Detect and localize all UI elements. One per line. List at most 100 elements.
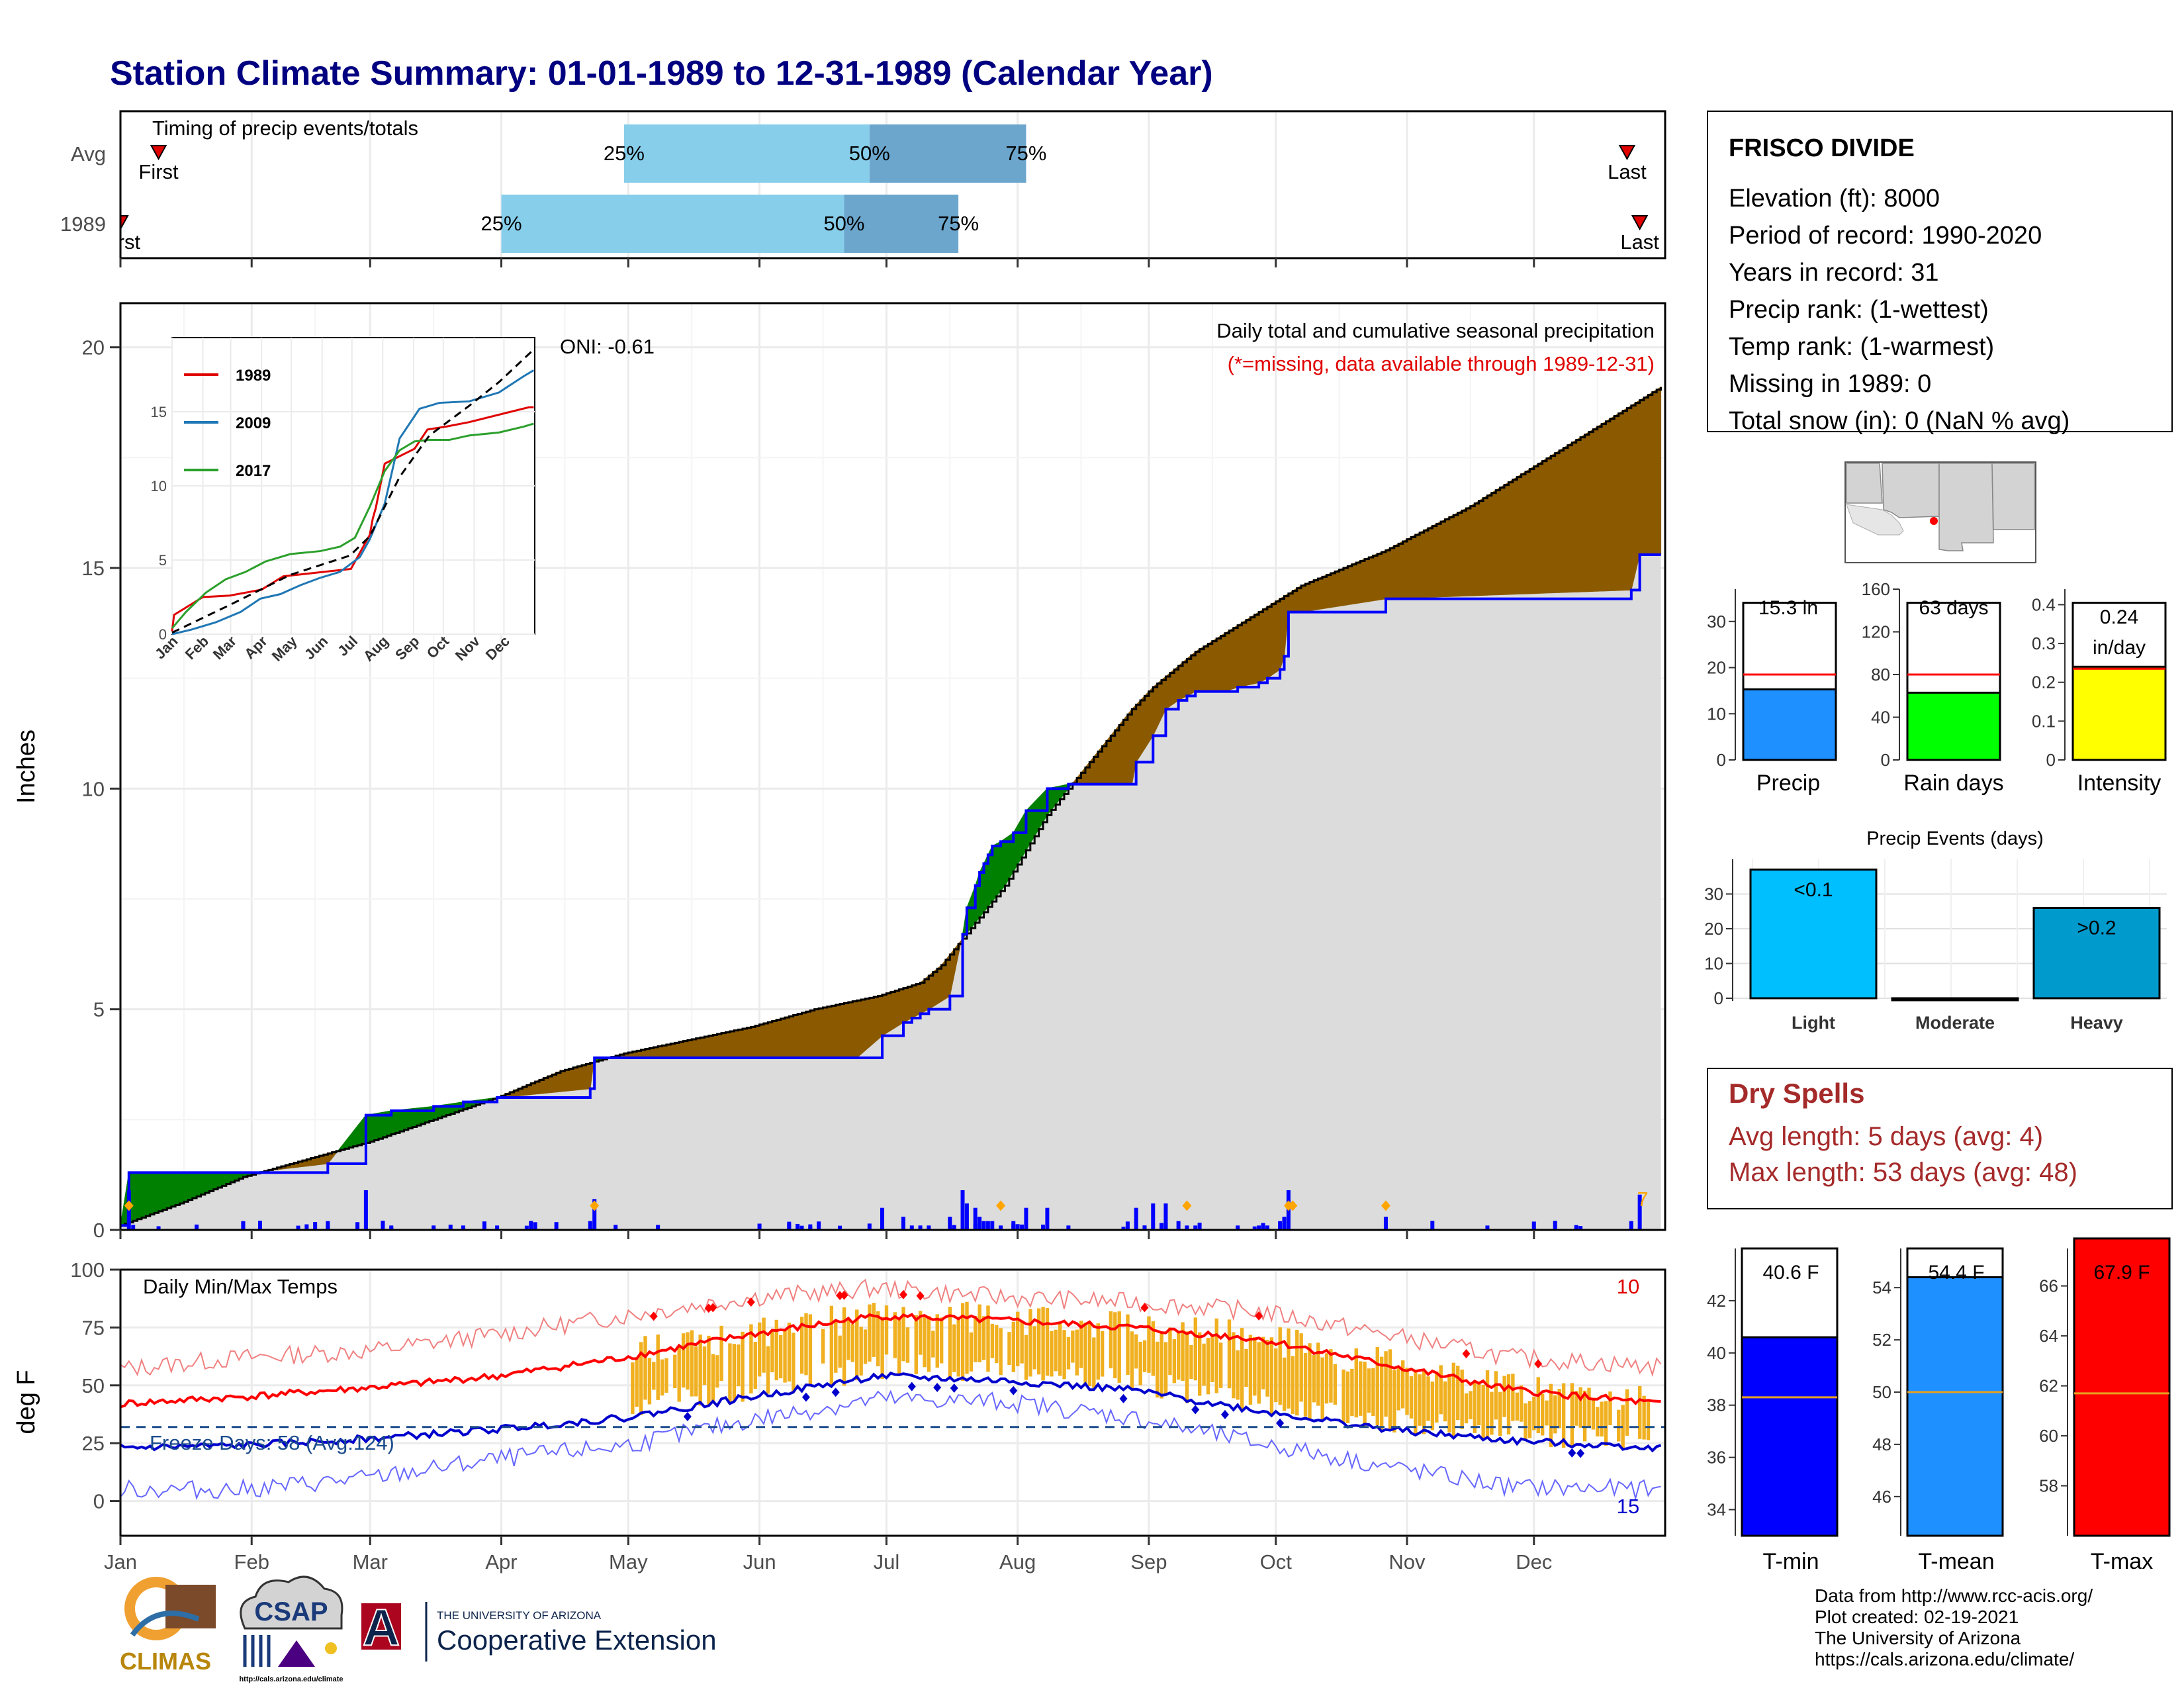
daily-precip-bar-small	[1261, 1223, 1265, 1230]
precip-observed-fill	[120, 555, 1661, 1230]
precip-anomaly-area	[1546, 455, 1551, 594]
daily-temp-bar	[1506, 1374, 1511, 1434]
daily-precip-bar	[588, 1221, 592, 1230]
daily-temp-bar	[1054, 1329, 1058, 1372]
precip-anomaly-area	[1207, 640, 1213, 692]
precip-anomaly-area	[183, 1172, 189, 1203]
timing-q25-label: 25%	[480, 212, 522, 235]
precip-y-tick-label: 15	[82, 557, 105, 580]
precip-anomaly-area	[886, 991, 891, 1034]
daily-temp-bar	[923, 1315, 927, 1368]
daily-temp-bar	[1066, 1336, 1071, 1370]
daily-temp-bar	[1172, 1339, 1177, 1383]
precip-anomaly-area	[196, 1172, 201, 1197]
precip-anomaly-area	[1584, 431, 1590, 592]
daily-temp-bar	[1248, 1335, 1253, 1405]
daily-temp-bar	[1037, 1308, 1041, 1375]
precip-anomaly-area	[1504, 481, 1509, 595]
daily-precip-bar	[981, 1221, 986, 1230]
ua-logo-letter: A	[363, 1598, 400, 1656]
daily-precip-bar-small	[524, 1225, 529, 1230]
precip-anomaly-area	[569, 1067, 574, 1092]
daily-precip-bar	[973, 1207, 978, 1230]
daily-temp-bar	[664, 1358, 668, 1393]
daily-temp-bar	[1295, 1329, 1299, 1416]
record-low-marker	[831, 1387, 840, 1397]
temp-bar-y-tick-label: 64	[2039, 1326, 2058, 1346]
record-high-marker	[1140, 1303, 1149, 1313]
station-info-line: Precip rank: (1-wettest)	[1729, 296, 1989, 324]
daily-temp-bar	[792, 1333, 796, 1391]
precip-anomaly-area	[754, 1024, 760, 1058]
daily-precip-bar	[990, 1221, 995, 1230]
precip-anomaly-area	[1258, 608, 1264, 684]
precip-anomaly-area	[742, 1027, 747, 1058]
daily-temp-bar	[1130, 1331, 1134, 1389]
daily-temp-bar	[948, 1307, 952, 1380]
daily-temp-bar	[1163, 1342, 1168, 1395]
daily-temp-bar	[838, 1335, 842, 1368]
daily-precip-bar-small	[241, 1221, 246, 1230]
precip-anomaly-area	[1500, 484, 1505, 595]
daily-temp-bar	[1045, 1308, 1050, 1376]
daily-temp-bar	[719, 1325, 723, 1382]
precip-anomaly-area	[831, 1004, 837, 1058]
precip-anomaly-area	[1605, 418, 1611, 592]
temp-bar-y-tick-label: 52	[1872, 1330, 1891, 1350]
daily-temp-bar	[1363, 1362, 1367, 1428]
daily-precip-bar-small	[1252, 1226, 1257, 1230]
daily-precip-bar	[1163, 1203, 1168, 1230]
daily-precip-bar-small	[1531, 1221, 1536, 1230]
timing-frame	[119, 110, 1666, 259]
precip-anomaly-area	[890, 990, 895, 1031]
events-y-tick-label: 30	[1704, 884, 1723, 904]
daily-temp-bar	[783, 1329, 787, 1383]
daily-temp-bar	[1274, 1348, 1278, 1403]
precip-anomaly-area	[1482, 494, 1488, 596]
daily-temp-bar	[918, 1311, 923, 1355]
extreme-precip-marker	[1381, 1200, 1390, 1211]
precip-anomaly-area	[1537, 460, 1543, 594]
daily-temp-bar	[1409, 1376, 1414, 1419]
precip-missing-note: (*=missing, data available through 1989-…	[1228, 352, 1655, 375]
temp-average-line-1	[120, 1372, 1662, 1453]
precip-anomaly-area	[852, 1000, 858, 1058]
events-category-label: Moderate	[1915, 1013, 1995, 1033]
month-label: Dec	[1516, 1550, 1552, 1573]
intensity-label-unit: in/day	[2093, 637, 2146, 659]
csap-logo: CSAP http://cals.arizona.edu/climate	[239, 1575, 343, 1683]
precip-anomaly-area	[899, 987, 904, 1026]
precip-legend-title: Daily total and cumulative seasonal prec…	[1216, 319, 1655, 342]
daily-temp-bar	[1007, 1332, 1011, 1366]
timing-bar-q50-q75	[869, 124, 1026, 183]
precip-anomaly-area	[162, 1172, 167, 1211]
daily-temp-bar	[778, 1335, 783, 1379]
daily-temp-bar	[1405, 1368, 1409, 1415]
daily-temp-bar	[1244, 1348, 1248, 1387]
daily-temp-bar	[956, 1317, 960, 1377]
precip-anomaly-area	[1516, 473, 1522, 595]
small-bar-category: Intensity	[2077, 771, 2161, 796]
daily-temp-bar	[1236, 1350, 1240, 1400]
precip-anomaly-area	[1592, 426, 1598, 592]
daily-temp-bar	[787, 1323, 792, 1382]
daily-precip-bar	[592, 1199, 597, 1230]
daily-temp-bar	[631, 1362, 635, 1414]
daily-temp-bar	[1257, 1342, 1261, 1404]
daily-temp-bar	[969, 1332, 974, 1372]
precip-anomaly-area	[1508, 479, 1514, 595]
small-bar-y-tick-label: 40	[1871, 708, 1890, 727]
inset-y-tick-label: 0	[159, 626, 167, 643]
temp-bar-value	[1741, 1336, 1839, 1537]
daily-precip-bar-small	[1125, 1221, 1130, 1230]
daily-precip-bar	[880, 1207, 885, 1230]
daily-temp-bar	[1582, 1390, 1587, 1442]
temp-bar-y-tick-label: 66	[2039, 1276, 2058, 1296]
daily-temp-bar	[737, 1344, 741, 1387]
precip-anomaly-area	[1343, 565, 1348, 606]
climas-logo: CLIMAS	[120, 1577, 216, 1675]
precip-anomaly-area	[1559, 447, 1565, 593]
temp-y-tick-label: 25	[82, 1432, 105, 1455]
precip-anomaly-area	[864, 997, 870, 1051]
